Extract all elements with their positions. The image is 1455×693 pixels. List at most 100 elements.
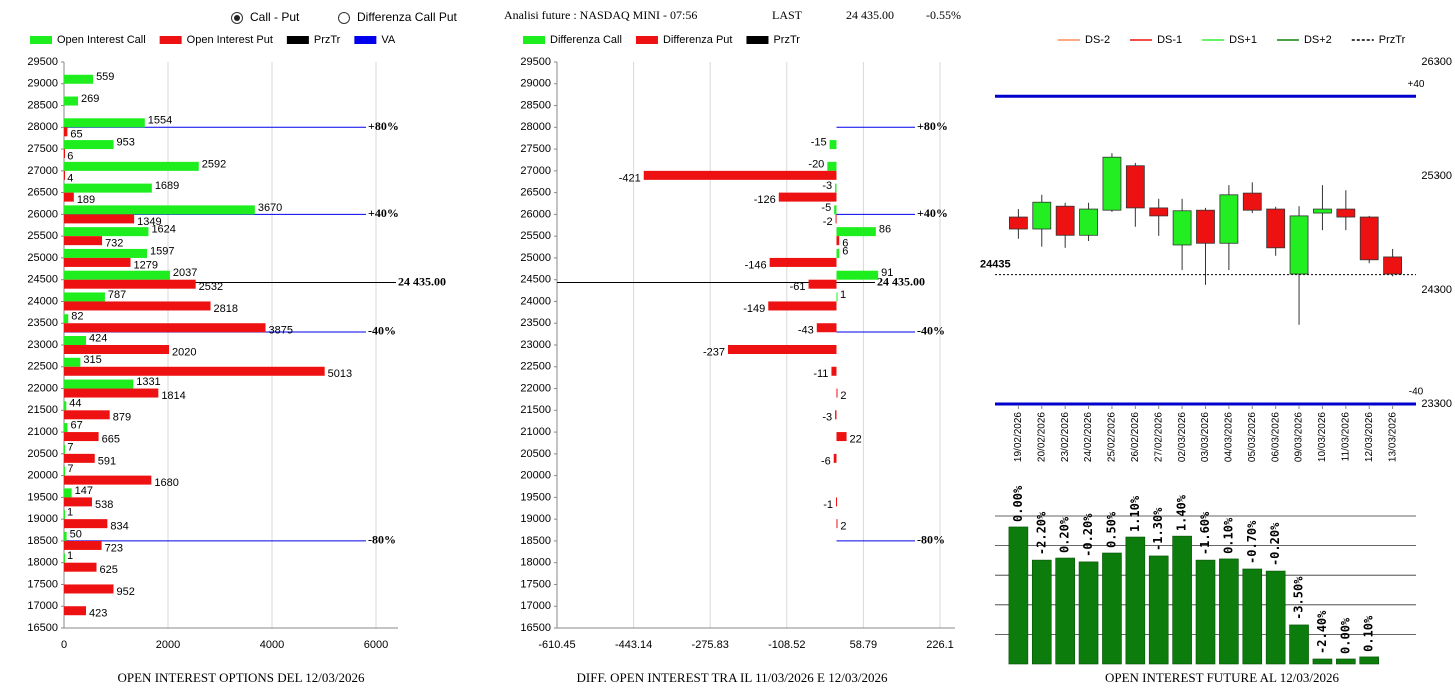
y-tick-label: 18500 — [27, 535, 58, 547]
bar — [64, 292, 105, 302]
bar — [64, 345, 170, 354]
radio-label[interactable]: Differenza Call Put — [357, 10, 457, 24]
value-label: 82 — [71, 311, 83, 323]
bar — [64, 488, 72, 498]
y-tick-label: 25000 — [27, 252, 58, 264]
bar — [64, 161, 199, 171]
bar — [64, 444, 65, 454]
bar — [64, 323, 266, 333]
y-tick-label: 24500 — [520, 274, 551, 286]
value-label: -146 — [745, 259, 767, 271]
bar — [64, 192, 74, 202]
przTr-label: 24 435.00 — [398, 274, 446, 288]
legend-swatch — [523, 36, 545, 44]
legend-swatch — [286, 36, 309, 44]
value-label: -15 — [811, 136, 827, 148]
y-tick-label: 17500 — [27, 578, 58, 590]
bar — [829, 140, 837, 150]
value-label: 559 — [96, 71, 114, 83]
value-label: -149 — [743, 303, 765, 315]
value-label: -20 — [808, 158, 824, 170]
y-tick-label: 29000 — [27, 78, 58, 90]
value-label: 3670 — [258, 202, 282, 214]
y-tick-label: 22000 — [27, 382, 58, 394]
x-tick-label: 09/03/2026 — [1294, 412, 1305, 462]
value-label: 953 — [117, 136, 135, 148]
bar-label: 0.00% — [1338, 617, 1352, 654]
bar — [64, 74, 94, 84]
bar-label: 0.50% — [1104, 511, 1118, 548]
bar — [1125, 536, 1146, 665]
value-label: 7 — [67, 463, 73, 475]
przTr-label: 24 435.00 — [877, 274, 925, 288]
bar-label: -1.60% — [1198, 511, 1212, 555]
y-tick-label: 27500 — [27, 143, 58, 155]
value-label: -237 — [703, 346, 725, 358]
bar — [64, 183, 152, 193]
bar — [808, 279, 837, 289]
bar — [1078, 561, 1099, 665]
candle-body — [1289, 215, 1309, 275]
bar-label: 0.10% — [1362, 615, 1376, 652]
chart-title: DIFF. OPEN INTEREST TRA IL 11/03/2026 E … — [577, 670, 888, 685]
value-label: 1814 — [161, 390, 185, 402]
legend-label: DS-2 — [1085, 34, 1110, 46]
radio-label[interactable]: Call - Put — [250, 10, 300, 24]
bar — [64, 540, 102, 550]
legend-swatch — [635, 36, 658, 44]
bar-label: 0.20% — [1058, 516, 1072, 553]
bar — [1148, 555, 1169, 665]
x-tick-label: 11/03/2026 — [1340, 412, 1351, 462]
value-label: 91 — [881, 267, 893, 279]
value-label: 6 — [842, 238, 848, 250]
candle-body — [1079, 208, 1098, 236]
value-label: 4 — [67, 172, 73, 184]
value-label: 65 — [70, 129, 82, 141]
bar — [836, 227, 876, 237]
bar — [727, 345, 837, 354]
legend-label: PrzTr — [1379, 34, 1406, 46]
bar — [835, 410, 837, 420]
bar — [1312, 658, 1333, 665]
candle-body — [1242, 192, 1262, 211]
level-label: -80% — [368, 533, 396, 547]
candle-body — [1196, 209, 1215, 244]
level-label: +40% — [368, 206, 399, 220]
x-tick-label: 2000 — [156, 639, 180, 651]
value-label: 6 — [842, 245, 848, 257]
legend-label: DS+2 — [1304, 34, 1332, 46]
level-label: -80% — [917, 533, 945, 547]
bar — [64, 118, 145, 128]
bar — [64, 140, 114, 150]
radio-1[interactable] — [338, 12, 350, 24]
bar — [64, 248, 148, 258]
bar — [768, 301, 837, 311]
value-label: 3875 — [269, 325, 293, 337]
y-tick-label: 23500 — [27, 317, 58, 329]
x-tick-label: -443.14 — [615, 639, 652, 651]
y-tick-label: 21000 — [520, 426, 551, 438]
last-value: 24 435.00 — [846, 8, 894, 22]
bar — [1265, 570, 1286, 665]
level-label: +80% — [368, 119, 399, 133]
bar — [64, 379, 134, 389]
value-label: 6 — [67, 150, 73, 162]
y-tick-label: 19000 — [520, 513, 551, 525]
legend-swatch — [746, 36, 769, 44]
y-tick-label: 18500 — [520, 535, 551, 547]
legend-swatch — [30, 36, 52, 44]
y-tick-label: 28500 — [520, 99, 551, 111]
bar — [64, 410, 110, 420]
y-tick-label: 23000 — [520, 339, 551, 351]
value-label: 269 — [81, 93, 99, 105]
legend-label: Differenza Put — [663, 34, 733, 46]
legend-label: PrzTr — [314, 34, 341, 46]
y-tick-label: 26000 — [27, 208, 58, 220]
level-label: +40% — [917, 206, 948, 220]
value-label: 22 — [850, 433, 862, 445]
chart-title: OPEN INTEREST FUTURE AL 12/03/2026 — [1105, 670, 1340, 685]
value-label: 315 — [83, 354, 101, 366]
value-label: 952 — [117, 586, 135, 598]
x-tick-label: 13/03/2026 — [1387, 412, 1398, 462]
level-label: -40% — [368, 324, 396, 338]
